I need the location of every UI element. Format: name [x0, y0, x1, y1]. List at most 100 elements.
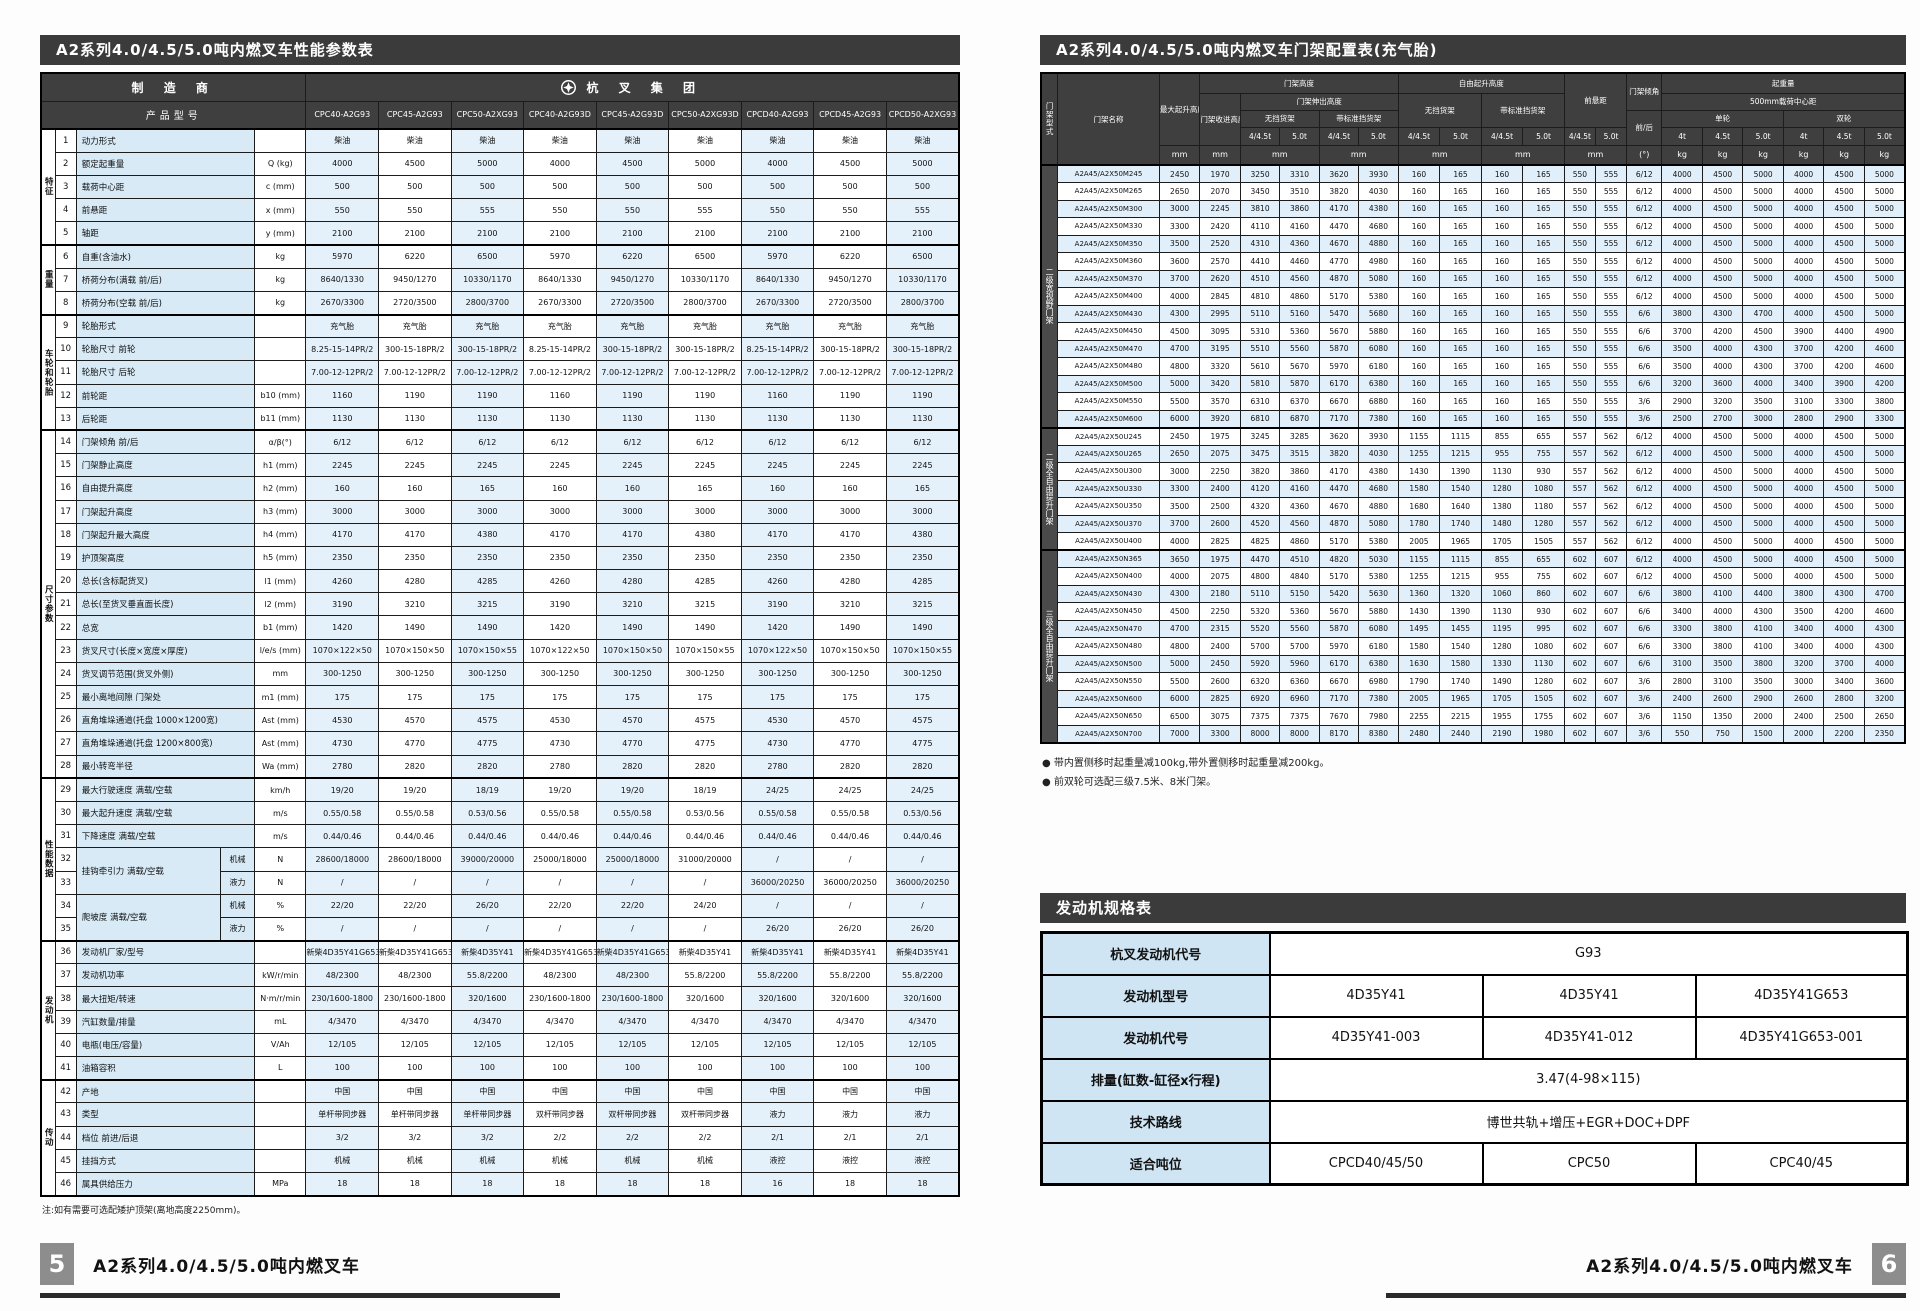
mast-value: 7980 — [1358, 707, 1399, 726]
row-label: 门架起升高度 — [75, 499, 256, 524]
mast-value: 855 — [1480, 426, 1524, 446]
spec-value: 3000 — [813, 499, 887, 524]
mast-value: 2570 — [1199, 252, 1241, 271]
spec-value: 0.44/0.46 — [668, 824, 742, 849]
mast-value: 2800 — [1823, 689, 1865, 708]
row-group-label: 重量 — [40, 243, 56, 315]
mast-value: 2600 — [1782, 689, 1825, 708]
mast-value: 607 — [1594, 689, 1628, 708]
spec-value: 2800/3700 — [668, 290, 742, 316]
mast-value: 4600 — [1863, 339, 1906, 358]
row-sublabel: 机械 — [219, 893, 256, 918]
spec-value: 新柴4D35Y41 — [885, 939, 960, 965]
mast-name: A2A45/A2X50M360 — [1057, 252, 1160, 271]
mast-value: 3500 — [1782, 602, 1825, 621]
tilt-sub-header: 前/后 — [1626, 109, 1663, 146]
row-label: 桥荷分布(空载 前/后) — [75, 290, 256, 316]
spec-value: 1070×150×50 — [595, 638, 670, 663]
spec-value: 2100 — [450, 221, 525, 246]
row-unit: kW/r/min — [254, 963, 307, 988]
mast-name: A2A45/A2X50M550 — [1057, 392, 1160, 411]
mast-value: 1705 — [1480, 689, 1524, 708]
spec-value: 175 — [595, 684, 670, 710]
mast-value: 5970 — [1318, 357, 1360, 376]
mast-value: 165 — [1522, 322, 1565, 341]
unit-header: mm — [1397, 144, 1482, 166]
mast-value: 1970 — [1199, 164, 1241, 183]
spec-value: 4170 — [523, 522, 597, 547]
mast-value: 4500 — [1701, 549, 1744, 568]
mast-value: 6180 — [1358, 637, 1399, 656]
spec-value: 320/1600 — [885, 986, 960, 1011]
mast-value: 4500 — [1742, 322, 1784, 341]
mast-value: 4980 — [1358, 252, 1399, 271]
spec-value: 4000 — [305, 151, 380, 176]
mast-value: 4000 — [1782, 199, 1825, 218]
row-unit: l2 (mm) — [254, 592, 307, 617]
mast-value: 1280 — [1480, 479, 1524, 498]
spec-value: 4/3470 — [885, 1009, 960, 1034]
mast-value: 5000 — [1742, 426, 1784, 446]
mast-value: 5970 — [1318, 637, 1360, 656]
mast-value: 4300 — [1158, 304, 1201, 323]
spec-value: 7.00-12-12PR/2 — [668, 360, 742, 385]
mast-value: 4500 — [1823, 444, 1865, 463]
row-unit — [254, 313, 307, 339]
spec-value: 4730 — [305, 731, 380, 756]
mast-value: 5870 — [1318, 339, 1360, 358]
mast-value: 4500 — [1823, 252, 1865, 271]
spec-value: 7.00-12-12PR/2 — [740, 360, 815, 385]
table-row: 杭叉发动机代号 G93 — [1040, 931, 1909, 976]
spec-value: 2670/3300 — [305, 290, 380, 316]
spec-value: 4/3470 — [305, 1009, 380, 1034]
row-unit — [254, 1148, 307, 1173]
mast-value: 6/12 — [1626, 549, 1663, 568]
mast-value: 4500 — [1823, 304, 1865, 323]
mast-value: 4000 — [1701, 602, 1744, 621]
mast-value: 555 — [1594, 392, 1628, 411]
engine-spec-label: 杭叉发动机代号 — [1040, 931, 1271, 976]
mast-value: 4860 — [1279, 532, 1320, 551]
mast-value: 5000 — [1863, 252, 1906, 271]
mast-value: 4500 — [1823, 514, 1865, 533]
mast-value: 4100 — [1742, 637, 1784, 656]
spec-value: 2800/3700 — [450, 290, 525, 316]
row-label: 桥荷分布(满载 前/后) — [75, 267, 256, 292]
mast-value: 3245 — [1239, 426, 1281, 446]
mast-value: 165 — [1522, 217, 1565, 236]
spec-value: 机械 — [523, 1148, 597, 1173]
mast-value: 3475 — [1239, 444, 1281, 463]
spec-value: 550 — [813, 198, 887, 223]
table-row: A2A45/A2X50M370 3700 2620 4510 4560 4870 5080 1… — [1041, 269, 1906, 288]
row-number: 9 — [54, 313, 77, 339]
table-row: 22 总宽 b1 (mm) 1420 1490 1490 1420 1490 1490 1420 1… — [41, 615, 960, 640]
mast-value: 165 — [1439, 357, 1482, 376]
mast-value: 3570 — [1199, 392, 1241, 411]
mast-value: 4500 — [1701, 479, 1744, 498]
mast-value: 557 — [1563, 497, 1596, 516]
mast-value: 2900 — [1661, 392, 1703, 411]
spec-value: 1190 — [885, 383, 960, 408]
mast-value: 6/6 — [1626, 304, 1663, 323]
mast-value: 562 — [1594, 514, 1628, 533]
mast-value: 3500 — [1661, 357, 1703, 376]
table-row: A2A45/A2X50M480 4800 3320 5610 5670 5970 6180 1… — [1041, 357, 1906, 376]
unit-header: mm — [1318, 144, 1399, 166]
table-row: A2A45/A2X50N430 4300 2180 5110 5150 5420 5630 1… — [1041, 584, 1906, 603]
mast-value: 607 — [1594, 567, 1628, 586]
row-label: 门架倾角 前/后 — [75, 429, 256, 455]
mast-value: 555 — [1594, 322, 1628, 341]
table-row: 2 额定起重量 Q (kg) 4000 4500 5000 4000 4500 5000 4000… — [41, 151, 960, 176]
spec-value: 新柴4D35Y41G653 — [378, 939, 452, 965]
spec-value: 500 — [595, 174, 670, 200]
spec-value: 2245 — [450, 453, 525, 478]
mast-value: 3800 — [1863, 392, 1906, 411]
spec-value: 充气胎 — [450, 313, 525, 339]
mast-name-header: 门架名称 — [1057, 72, 1160, 166]
table-row: 5 轴距 y (mm) 2100 2100 2100 2100 2100 2100 2100 210… — [41, 221, 960, 246]
mast-value: 7375 — [1279, 707, 1320, 726]
model-header: CPC50-A2XG93 — [450, 100, 525, 130]
row-label: 自由提升高度 — [75, 476, 256, 501]
table-row: A2A45/A2X50N450 4500 2250 5320 5360 5670 5880 1… — [1041, 602, 1906, 621]
mast-value: 655 — [1522, 549, 1565, 568]
